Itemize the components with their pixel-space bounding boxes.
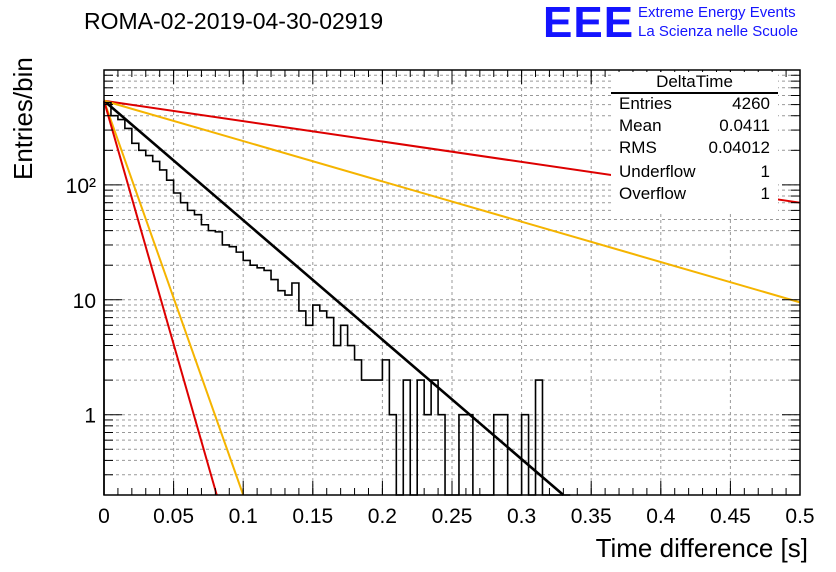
stats-row-underflow: Underflow 1 <box>619 162 770 184</box>
x-tick-label: 0 <box>98 505 110 528</box>
tick-labels: 0 0.05 0.1 0.15 0.2 0.25 0.3 0.35 0.4 0.45 0.5 1 10 1… <box>66 175 815 528</box>
stats-box: DeltaTime Entries 4260 Mean 0.0411 RMS 0… <box>611 72 778 212</box>
histogram <box>103 101 571 496</box>
stats-value: 0.04012 <box>708 138 770 157</box>
eee-logo: EEE <box>543 0 635 47</box>
x-tick-label: 0.35 <box>571 505 612 528</box>
x-tick-label: 0.2 <box>368 505 397 528</box>
x-axis-label: Time difference [s] <box>595 533 808 563</box>
stats-row-entries: Entries 4260 <box>619 94 770 116</box>
fit-curve-0 <box>103 99 565 496</box>
y-axis-label: Entries/bin <box>8 57 38 180</box>
stats-row-mean: Mean 0.0411 <box>619 116 770 138</box>
x-tick-label: 0.05 <box>153 505 194 528</box>
x-tick-label: 0.45 <box>710 505 751 528</box>
x-tick-label: 0.1 <box>229 505 258 528</box>
stats-value: 4260 <box>732 94 770 113</box>
stats-key: RMS <box>619 138 657 157</box>
fit-curve-2 <box>103 99 801 304</box>
y-tick-label: 1 <box>84 405 96 428</box>
stats-title: DeltaTime <box>656 72 733 91</box>
stats-key: Mean <box>619 116 662 135</box>
stats-key: Entries <box>619 94 672 113</box>
histogram-outline <box>103 101 571 496</box>
y-tick-label: 10 <box>73 290 96 313</box>
x-tick-label: 0.15 <box>292 505 333 528</box>
x-tick-label: 0.25 <box>432 505 473 528</box>
x-tick-label: 0.5 <box>785 505 814 528</box>
x-tick-label: 0.4 <box>646 505 676 528</box>
y-tick-label: 10² <box>66 175 96 198</box>
stats-divider <box>611 92 778 94</box>
stats-row-overflow: Overflow 1 <box>619 184 770 206</box>
stats-key: Overflow <box>619 184 687 203</box>
logo-line-1: Extreme Energy Events <box>638 4 796 21</box>
page-title: ROMA-02-2019-04-30-02919 <box>84 8 384 34</box>
logo-line-2: La Scienza nelle Scuole <box>638 23 799 40</box>
fit-curve-4 <box>103 100 218 496</box>
x-tick-label: 0.3 <box>507 505 536 528</box>
stats-row-rms: RMS 0.04012 <box>619 138 770 160</box>
fit-curve-3 <box>103 100 245 496</box>
stats-value: 1 <box>760 184 770 203</box>
stats-key: Underflow <box>619 162 696 181</box>
stats-value: 1 <box>760 162 770 181</box>
grid-lines <box>104 70 800 496</box>
stats-value: 0.0411 <box>719 116 770 135</box>
